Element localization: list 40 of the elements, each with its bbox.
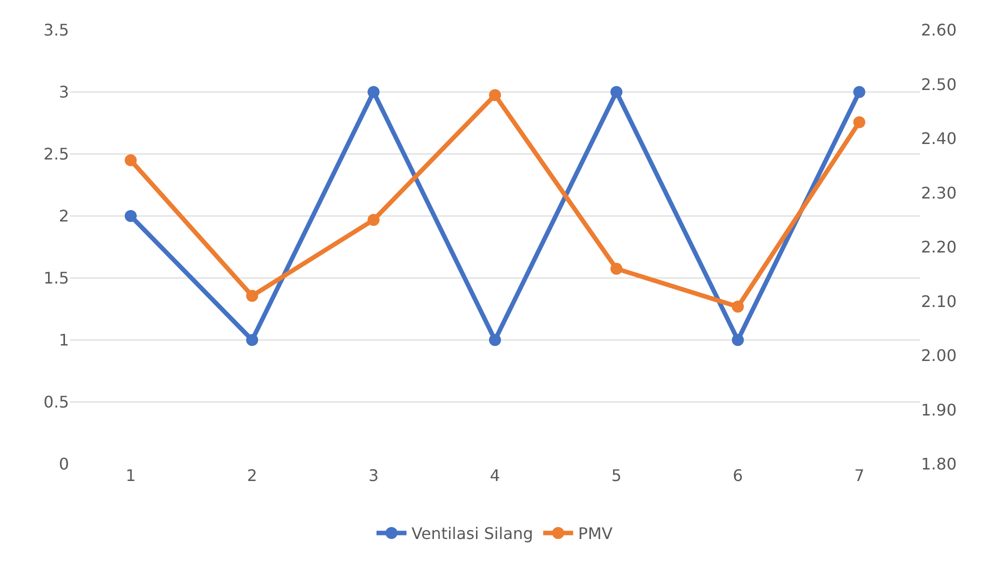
y2-tick-label: 2.50 xyxy=(921,74,957,94)
y-tick-label: 2 xyxy=(58,206,69,226)
point xyxy=(124,154,137,166)
y2-tick-label: 2.60 xyxy=(921,20,957,40)
y2-tick-label: 2.30 xyxy=(921,183,957,202)
x-tick-label: 1 xyxy=(126,466,136,485)
point xyxy=(368,214,380,226)
y2-tick-label: 1.90 xyxy=(921,400,957,420)
x-tick-label: 4 xyxy=(490,466,500,485)
y-tick-label: 0 xyxy=(58,454,69,474)
y2-tick-label: 2.20 xyxy=(921,238,957,257)
point xyxy=(732,334,744,346)
point xyxy=(489,334,501,346)
y-tick-label: 2.5 xyxy=(44,144,69,164)
y-tick-label: 1 xyxy=(58,330,69,350)
legend-label: PMV xyxy=(578,524,613,544)
point xyxy=(610,86,622,98)
y-tick-label: 3 xyxy=(58,82,69,102)
point xyxy=(489,89,501,102)
x-tick-label: 5 xyxy=(611,466,622,485)
y2-tick-label: 2.00 xyxy=(921,346,957,366)
point xyxy=(368,86,380,98)
y-tick-label: 0.5 xyxy=(44,392,69,412)
y-tick-label: 1.5 xyxy=(44,268,69,288)
point xyxy=(732,300,744,313)
y2-tick-label: 2.40 xyxy=(921,129,957,148)
x-tick-label: 7 xyxy=(854,466,864,485)
point xyxy=(853,116,866,128)
x-tick-label: 2 xyxy=(247,466,258,485)
point xyxy=(853,86,866,98)
x-tick-label: 3 xyxy=(368,466,379,485)
y2-tick-label: 2.10 xyxy=(921,292,957,311)
point xyxy=(246,334,258,346)
x-tick-label: 6 xyxy=(732,466,743,485)
y-tick-label: 3.5 xyxy=(44,20,69,40)
point xyxy=(124,210,137,222)
legend-label: Ventilasi Silang xyxy=(412,524,534,544)
point xyxy=(246,290,258,302)
point xyxy=(610,262,622,275)
y2-tick-label: 1.80 xyxy=(921,454,957,474)
